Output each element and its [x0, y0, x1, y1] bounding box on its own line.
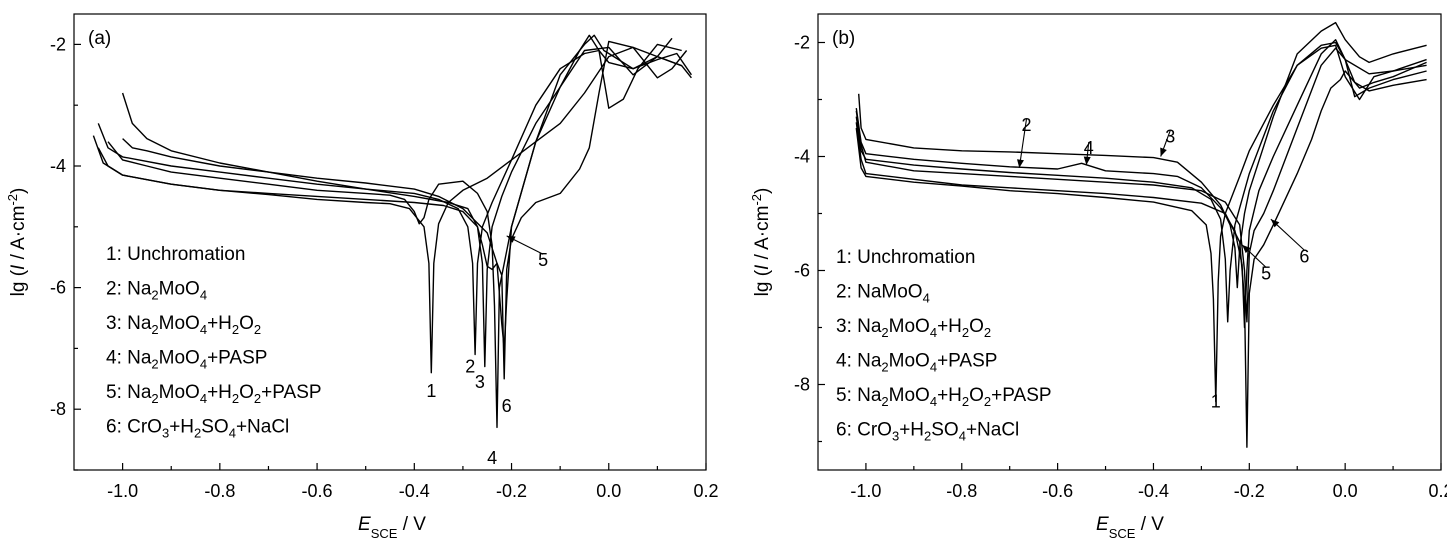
- x-tick-label-b: 0.2: [1428, 481, 1447, 501]
- x-tick-label-a: -0.4: [399, 481, 430, 501]
- curve-a-6: [97, 40, 688, 380]
- curve-number-label-b-4: 4: [1084, 138, 1094, 158]
- y-tick-label-b: -4: [794, 147, 810, 167]
- x-tick-label-b: -1.0: [850, 481, 881, 501]
- x-tick-label-b: -0.6: [1042, 481, 1073, 501]
- curve-b-1: [855, 41, 1427, 403]
- curve-number-label-a-5: 5: [538, 250, 548, 270]
- curve-pointer-arrowhead-b-5: [1242, 244, 1251, 254]
- curve-number-label-b-1: 1: [1211, 392, 1221, 412]
- curve-number-label-a-6: 6: [502, 396, 512, 416]
- x-tick-label-b: 0.0: [1333, 481, 1358, 501]
- curve-a-3: [121, 34, 682, 368]
- legend-entry-b-6: 6: CrO3+H2SO4+NaCl: [836, 420, 1019, 444]
- y-tick-label-a: -2: [50, 34, 66, 54]
- panel-label-a: (a): [88, 28, 111, 49]
- y-tick-label-a: -6: [50, 278, 66, 298]
- plot-frame-b: [817, 13, 1442, 471]
- curve-pointer-arrowhead-b-6: [1270, 219, 1280, 228]
- x-tick-label-a: -1.0: [107, 481, 138, 501]
- legend-entry-b-2: 2: NaMoO4: [836, 282, 930, 306]
- x-axis-title-a: ESCE / V: [358, 514, 426, 541]
- legend-entry-a-3: 3: Na2MoO4+H2O2: [106, 313, 261, 337]
- y-tick-label-b: -8: [794, 375, 810, 395]
- chart-panel-a: -1.0 -0.8 -0.6 -0.4 -0.2 0.0 0.2 -2 -4 -6 -8 (a) ESC…: [5, 13, 719, 541]
- curve-number-label-b-5: 5: [1261, 263, 1271, 283]
- legend-entry-b-4: 4: Na2MoO4+PASP: [836, 351, 997, 375]
- y-tick-label-b: -2: [794, 33, 810, 53]
- curve-number-label-b-2: 2: [1021, 115, 1031, 135]
- x-tick-label-a: -0.2: [496, 481, 527, 501]
- curve-pointer-arrowhead-b-4: [1083, 156, 1091, 166]
- x-tick-label-b: -0.8: [946, 481, 977, 501]
- x-tick-label-a: -0.6: [302, 481, 333, 501]
- y-tick-label-a: -8: [50, 399, 66, 419]
- x-tick-label-a: 0.0: [596, 481, 621, 501]
- curve-b-6: [855, 61, 1427, 448]
- y-axis-title-a: lg (I / A·cm-2): [5, 188, 30, 297]
- x-tick-label-a: -0.8: [204, 481, 235, 501]
- legend-entry-a-5: 5: Na2MoO4+H2O2+PASP: [106, 382, 322, 406]
- x-axis-title-b: ESCE / V: [1096, 514, 1164, 541]
- legend-entry-a-4: 4: Na2MoO4+PASP: [106, 348, 267, 372]
- curve-number-label-b-6: 6: [1299, 246, 1309, 266]
- curve-pointer-arrowhead-b-3: [1160, 147, 1167, 157]
- curve-number-label-a-3: 3: [475, 372, 485, 392]
- legend-entry-a-6: 6: CrO3+H2SO4+NaCl: [106, 417, 289, 441]
- legend-entry-a-2: 2: Na2MoO4: [106, 279, 207, 303]
- curve-number-label-a-1: 1: [426, 381, 436, 401]
- plot-frame-a: [73, 13, 707, 471]
- y-tick-label-b: -6: [794, 261, 810, 281]
- curve-a-2: [97, 49, 692, 356]
- x-tick-label-b: -0.2: [1234, 481, 1265, 501]
- panel-label-b: (b): [832, 28, 855, 49]
- x-tick-label-b: -0.4: [1138, 481, 1169, 501]
- curve-b-3: [858, 21, 1427, 289]
- curve-number-label-a-2: 2: [465, 357, 475, 377]
- curve-pointer-arrowhead-a-5: [506, 235, 516, 243]
- legend-entry-b-1: 1: Unchromation: [836, 247, 975, 268]
- curve-b-5: [855, 47, 1427, 323]
- curve-number-label-a-4: 4: [487, 448, 497, 468]
- curve-b-2: [855, 44, 1427, 323]
- chart-panel-b: -1.0 -0.8 -0.6 -0.4 -0.2 0.0 0.2 -2 -4 -6 -8 (b) ESC…: [749, 13, 1447, 541]
- curve-b-4: [855, 39, 1427, 329]
- legend-entry-a-1: 1: Unchromation: [106, 244, 245, 265]
- x-tick-label-a: 0.2: [693, 481, 718, 501]
- y-axis-title-b: lg (I / A·cm-2): [749, 188, 774, 297]
- curve-pointer-arrowhead-b-2: [1017, 159, 1024, 168]
- curve-a-5: [122, 34, 692, 350]
- curve-a-4: [107, 37, 673, 429]
- legend-entry-b-5: 5: Na2MoO4+H2O2+PASP: [836, 385, 1052, 409]
- curve-number-label-b-3: 3: [1165, 127, 1175, 147]
- legend-entry-b-3: 3: Na2MoO4+H2O2: [836, 316, 991, 340]
- y-tick-label-a: -4: [50, 156, 66, 176]
